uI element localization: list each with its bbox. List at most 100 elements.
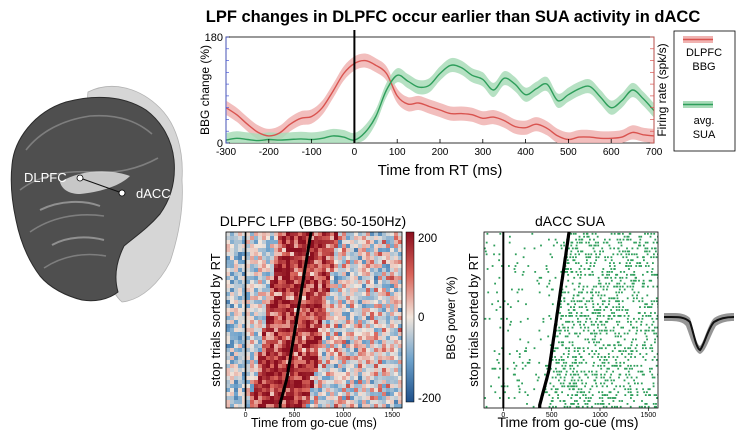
raster-spike [532, 405, 535, 408]
raster-spike [612, 356, 615, 358]
heatmap-cell [246, 288, 251, 293]
heatmap-cell [318, 340, 323, 345]
raster-spike [618, 303, 620, 306]
heatmap-cell [398, 232, 402, 237]
raster-spike [652, 241, 655, 244]
raster-spike [599, 338, 602, 341]
raster-spike [563, 300, 566, 303]
heatmap-cell [242, 328, 247, 333]
raster-spike [610, 256, 613, 259]
raster-spike [610, 379, 613, 382]
heatmap-cell [322, 236, 327, 241]
raster-spike [635, 276, 637, 279]
heatmap-cell [266, 288, 271, 293]
heatmap-cell [398, 340, 402, 345]
heatmap-cell [246, 380, 251, 385]
heatmap-cell [354, 352, 359, 357]
heatmap-cell [390, 232, 395, 237]
raster-spike [630, 265, 632, 267]
raster-spike [647, 329, 650, 332]
heatmap-cell [282, 276, 287, 281]
raster-spike [562, 353, 565, 355]
raster-spike [563, 376, 566, 379]
heatmap-cell [286, 236, 291, 241]
heatmap-cell [398, 332, 402, 337]
heatmap-cell [314, 352, 319, 357]
raster-spike [652, 262, 654, 264]
heatmap-cell [282, 232, 287, 237]
raster-spike [623, 332, 626, 335]
raster-spike [518, 379, 520, 382]
raster-spike [627, 315, 630, 317]
line-chart-xlabel: Time from RT (ms) [378, 162, 503, 179]
heatmap-cell [318, 260, 323, 265]
raster-spike [484, 317, 487, 320]
heatmap-cell [358, 380, 363, 385]
heatmap-cell [346, 384, 351, 389]
raster-spike [528, 359, 531, 361]
heatmap-cell [358, 256, 363, 261]
heatmap-cell [370, 272, 375, 277]
heatmap-cell [346, 360, 351, 365]
heatmap-cell [290, 232, 295, 237]
raster-spike [619, 285, 622, 288]
heatmap-cell [230, 272, 235, 277]
heatmap-cell [326, 360, 331, 365]
heatmap-cell [370, 260, 375, 265]
heatmap-cell [302, 404, 307, 408]
heatmap-cell [270, 324, 275, 329]
heatmap-cell [386, 376, 391, 381]
raster-spike [618, 309, 621, 311]
heatmap-cell [354, 356, 359, 361]
heatmap-cell [278, 280, 283, 285]
raster-spike [551, 256, 553, 259]
raster-spike [638, 241, 641, 244]
raster-spike [639, 370, 642, 373]
heatmap-cell [274, 320, 279, 325]
heatmap-cell [358, 308, 363, 313]
heatmap-cell [354, 376, 359, 381]
heatmap-cell [394, 336, 399, 341]
raster-spike [585, 320, 587, 323]
heatmap-cell [394, 308, 399, 313]
heatmap-cell [398, 336, 402, 341]
raster-spike [597, 294, 600, 297]
heatmap-cell [366, 348, 371, 353]
heatmap-cell [346, 248, 351, 253]
heatmap-cell [390, 276, 395, 281]
heatmap-cell [342, 324, 347, 329]
heatmap-cell [398, 300, 402, 305]
heatmap-cell [314, 344, 319, 349]
heatmap-cell [338, 392, 343, 397]
raster-spike [586, 285, 589, 288]
heatmap-cell [326, 304, 331, 309]
heatmap-cell [258, 372, 263, 377]
heatmap-cell [310, 372, 315, 377]
heatmap-cell [374, 336, 379, 341]
heatmap-cell [286, 320, 291, 325]
heatmap-cell [394, 400, 399, 405]
heatmap-cell [358, 284, 363, 289]
raster-spike [657, 373, 658, 376]
raster-spike [592, 364, 595, 367]
heatmap-cell [278, 352, 283, 357]
heatmap-cell [322, 272, 327, 277]
raster-spike [612, 400, 615, 402]
heatmap-cell [346, 348, 351, 353]
heatmap-cell [338, 308, 343, 313]
heatmap-cell [242, 336, 247, 341]
heatmap-cell [282, 352, 287, 357]
heatmap-cell [258, 396, 263, 401]
heatmap-cell [378, 252, 383, 257]
heatmap-cell [358, 360, 363, 365]
heatmap-cell [310, 332, 315, 337]
heatmap-cell [242, 272, 247, 277]
heatmap-cell [346, 332, 351, 337]
heatmap-cell [386, 348, 391, 353]
heatmap-cell [290, 284, 295, 289]
raster-frame [483, 231, 659, 409]
heatmap-cell [226, 312, 231, 317]
heatmap-cell [234, 272, 239, 277]
raster-spike [594, 403, 597, 405]
heatmap-cell [378, 320, 383, 325]
